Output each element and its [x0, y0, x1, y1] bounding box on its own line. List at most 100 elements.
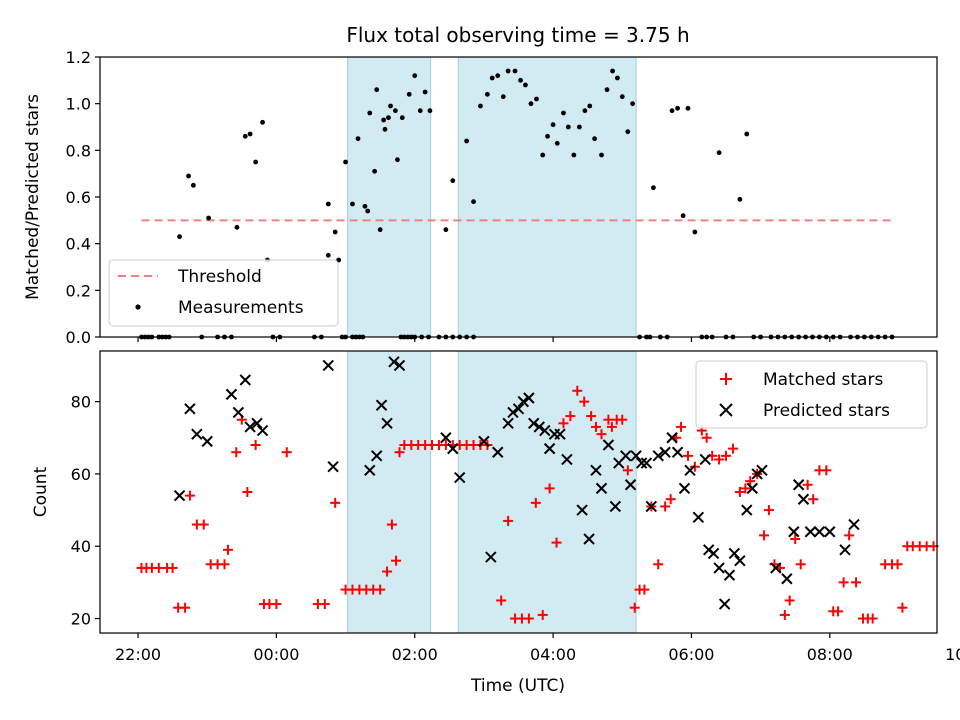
- legend-matched-swatch: [720, 373, 732, 385]
- count-legend-box: [695, 360, 928, 429]
- matched-star-point: [558, 418, 569, 429]
- measurement-point: [619, 94, 625, 100]
- predicted-star-point: [239, 374, 251, 386]
- measurement-point: [412, 73, 418, 79]
- measurement-point: [427, 108, 433, 114]
- predicted-star-point: [781, 573, 793, 585]
- predicted-star-point: [528, 417, 540, 430]
- predicted-star-point: [375, 399, 388, 411]
- measurement-point: [343, 159, 348, 165]
- predicted-star-point: [478, 435, 490, 448]
- matched-star-point: [745, 476, 756, 487]
- measurement-point: [355, 136, 361, 142]
- predicted-star-point: [609, 500, 622, 513]
- predicted-star-point: [792, 479, 805, 491]
- measurement-point: [680, 213, 686, 219]
- ratio-x-ticks: [137, 337, 831, 342]
- predicted-star-points: [173, 356, 860, 610]
- measurement-point: [518, 77, 523, 83]
- predicted-star-point: [635, 457, 648, 469]
- observing-interval-0: [347, 56, 432, 338]
- measurement-point: [443, 227, 449, 233]
- observing-intervals: [347, 350, 637, 634]
- legend-predicted-swatch: [719, 403, 733, 417]
- predicted-star-point: [576, 504, 588, 516]
- measurement-point: [381, 117, 387, 123]
- predicted-star-point: [322, 359, 334, 372]
- matched-star-point: [676, 421, 687, 432]
- y-tick-label: 1.0: [66, 95, 91, 114]
- predicted-star-point: [507, 406, 519, 419]
- predicted-star-point: [602, 439, 615, 451]
- x-tick-label: 06:00: [668, 645, 714, 664]
- matched-star-point: [394, 447, 405, 458]
- predicted-star-point: [191, 428, 203, 440]
- measurement-point: [592, 136, 597, 142]
- predicted-star-point: [453, 471, 466, 484]
- matched-star-point: [617, 414, 628, 425]
- x-axis-label: Time (UTC): [470, 676, 565, 696]
- predicted-star-point: [381, 417, 393, 430]
- measurement-point: [630, 101, 636, 107]
- predicted-star-point: [645, 500, 658, 513]
- matched-star-point: [665, 494, 676, 505]
- x-tick-label: 08:00: [807, 645, 853, 664]
- matched-star-point: [219, 559, 230, 570]
- matched-star-point: [790, 534, 801, 544]
- observing-interval-1: [457, 350, 637, 634]
- matched-star-point: [496, 595, 507, 606]
- measurement-point: [417, 108, 423, 114]
- matched-star-point: [701, 432, 712, 443]
- measurement-point: [489, 75, 495, 81]
- predicted-star-point: [770, 562, 782, 574]
- matched-star-point: [622, 465, 633, 476]
- measurement-point: [377, 227, 383, 233]
- measurement-point: [534, 96, 539, 102]
- y-tick-label: 0.2: [66, 281, 91, 300]
- measurement-point: [610, 68, 615, 74]
- predicted-star-point: [666, 432, 678, 444]
- matched-star-point: [727, 443, 738, 454]
- predicted-star-point: [244, 421, 256, 433]
- predicted-star-point: [624, 479, 637, 491]
- measurement-point: [395, 157, 400, 163]
- y-tick-label: 0.4: [66, 235, 91, 254]
- x-tick-label: 10:00: [945, 645, 960, 664]
- predicted-star-point: [746, 482, 759, 495]
- measurement-point: [422, 89, 428, 95]
- matched-star-point: [808, 494, 819, 505]
- predicted-star-point: [620, 450, 632, 462]
- matched-star-point: [222, 544, 233, 555]
- matched-star-point: [682, 450, 693, 461]
- predicted-star-point: [734, 554, 746, 567]
- predicted-star-point: [583, 533, 595, 545]
- measurement-point: [388, 103, 393, 109]
- ratio-legend-box: [108, 259, 339, 327]
- matched-star-point: [391, 555, 402, 566]
- measurement-point: [374, 87, 380, 93]
- matched-star-point: [198, 519, 209, 530]
- predicted-star-point: [492, 446, 504, 458]
- measurement-point: [242, 133, 248, 139]
- ratio-panel: 0.0 0.2 0.4 0.6 0.8 1.0 1.2 Matched/Predicted …: [23, 48, 938, 347]
- predicted-star-point: [797, 493, 810, 505]
- predicted-star-point: [813, 526, 826, 538]
- predicted-star-point: [684, 464, 696, 477]
- measurement-point: [247, 131, 253, 137]
- predicted-star-point: [728, 547, 741, 560]
- y-tick-label: 80: [71, 393, 91, 412]
- matched-star-point: [784, 595, 795, 606]
- matched-star-point: [629, 602, 640, 613]
- predicted-star-point: [630, 450, 642, 462]
- legend-threshold-label: Threshold: [177, 267, 262, 287]
- predicted-star-point: [533, 421, 545, 433]
- matched-star-point: [897, 602, 908, 613]
- observing-interval-0: [347, 350, 432, 634]
- matched-star-point: [503, 515, 514, 526]
- measurement-point: [650, 185, 656, 191]
- count-y-axis-label: Count: [31, 466, 51, 517]
- measurement-point: [325, 252, 331, 258]
- measurement-point: [365, 208, 371, 214]
- predicted-star-point: [539, 424, 551, 437]
- predicted-star-point: [225, 388, 238, 401]
